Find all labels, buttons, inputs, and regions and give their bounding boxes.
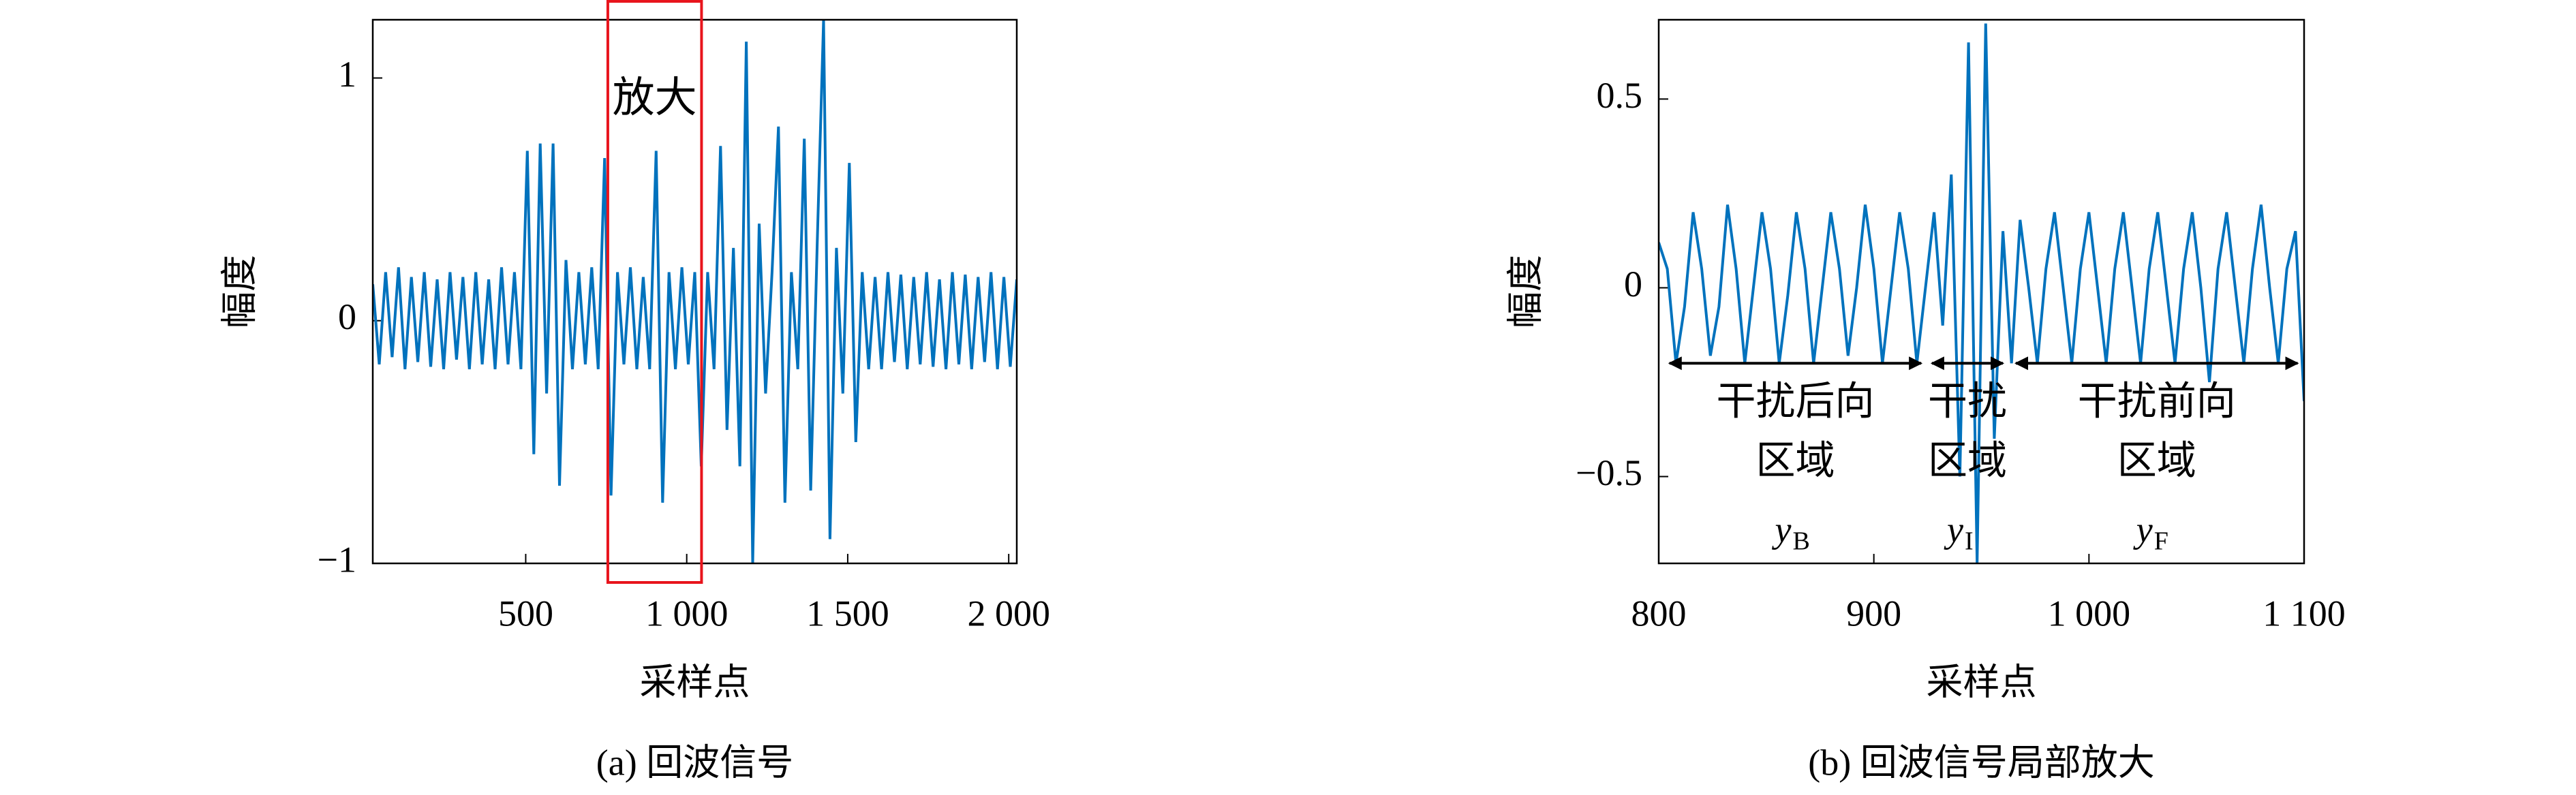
x-tick-label: 1 500: [806, 593, 889, 634]
region-symbol: y: [1944, 509, 1963, 550]
y-axis-label: 幅度: [1505, 255, 1546, 328]
x-tick-label: 2 000: [967, 593, 1050, 634]
x-tick-label: 800: [1631, 593, 1687, 634]
x-axis-label: 采样点: [640, 661, 750, 702]
axes-box: [371, 18, 1018, 565]
x-axis-label: 采样点: [1927, 661, 2037, 702]
region-label: 区域: [1928, 438, 2007, 482]
zoom-label: 放大: [613, 75, 697, 121]
region-symbol: y: [1771, 509, 1791, 550]
zoom-box: [606, 0, 703, 584]
region-label: 区域: [1755, 438, 1835, 482]
caption: (a) 回波信号: [596, 742, 793, 783]
y-tick-label: 1: [338, 54, 356, 95]
x-tick-label: 1 100: [2263, 593, 2346, 634]
region-label: 干扰: [1928, 379, 2007, 423]
region-subscript: F: [2154, 527, 2168, 556]
x-tick-label: 500: [498, 593, 553, 634]
y-tick-label: 0: [338, 296, 356, 337]
signal-line: [1659, 23, 2304, 563]
y-axis-label: 幅度: [219, 255, 260, 328]
x-tick-label: 900: [1846, 593, 1901, 634]
caption: (b) 回波信号局部放大: [1808, 742, 2154, 783]
y-tick-label: 0.5: [1597, 75, 1643, 116]
region-label: 干扰后向: [1716, 379, 1874, 423]
axes-box: [1657, 18, 2305, 565]
y-tick-label: −1: [318, 539, 356, 580]
y-tick-label: 0: [1624, 264, 1642, 305]
region-label: 区域: [2117, 438, 2196, 482]
region-label: 干扰前向: [2078, 379, 2236, 423]
y-tick-label: −0.5: [1576, 452, 1642, 493]
x-tick-label: 1 000: [645, 593, 729, 634]
signal-line: [373, 20, 1017, 563]
x-tick-label: 1 000: [2048, 593, 2131, 634]
region-subscript: B: [1792, 527, 1809, 556]
region-subscript: I: [1965, 527, 1974, 556]
region-symbol: y: [2133, 509, 2153, 550]
